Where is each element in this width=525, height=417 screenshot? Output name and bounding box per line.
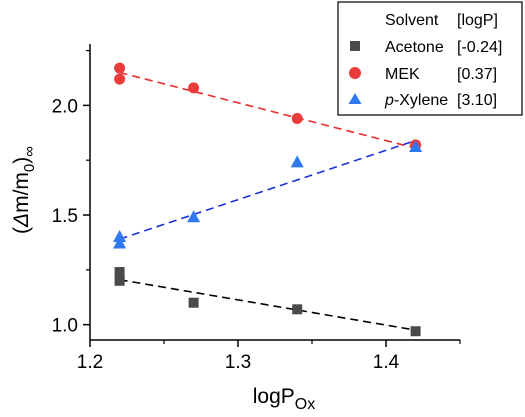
legend-logp-acetone: [-0.24] (457, 39, 502, 56)
legend-header-solvent: Solvent (385, 12, 439, 29)
data-point-triangle (187, 210, 201, 223)
data-point-circle (291, 113, 303, 125)
data-point-square (292, 304, 303, 315)
legend-marker-mek (349, 67, 361, 79)
data-point-square (114, 267, 125, 278)
x-tick-label: 1.2 (77, 352, 103, 373)
legend-box (337, 1, 523, 116)
legend-header-logp: [logP] (457, 12, 498, 29)
legend-logp-mek: [0.37] (457, 66, 497, 83)
legend-marker-acetone (350, 41, 360, 51)
legend-label-p-xylene: p-Xylene (384, 92, 448, 109)
y-tick-label: 1.5 (52, 206, 78, 227)
axis-ticks: 1.2 1.3 1.4 1.0 1.5 2.0 (52, 49, 461, 373)
x-tick-label: 1.3 (225, 352, 251, 373)
x-axis-label: logPOx (253, 385, 315, 413)
data-point-triangle (409, 140, 423, 153)
data-point-triangle (113, 236, 127, 249)
data-point-circle (114, 62, 126, 74)
fit-lines (119, 71, 416, 331)
legend-logp-p-xylene: [3.10] (457, 92, 497, 109)
y-tick-label: 1.0 (52, 316, 78, 337)
y-tick-label: 2.0 (52, 96, 78, 117)
data-point-triangle (290, 155, 304, 168)
y-axis-label: (Δm/m0)∞ (10, 146, 38, 234)
data-point-triangle (113, 229, 127, 242)
legend-marker-p-xylene (348, 93, 362, 104)
data-point-square (410, 326, 421, 337)
data-point-square (188, 297, 199, 308)
legend-label-acetone: Acetone (385, 39, 444, 56)
legend-label-mek: MEK (385, 66, 420, 83)
data-point-square (114, 275, 125, 286)
fit-line-1 (119, 71, 416, 149)
data-point-circle (114, 73, 126, 85)
data-point-circle (188, 82, 200, 94)
data-points (113, 62, 423, 337)
legend: Solvent [logP] Acetone [-0.24] MEK [0.37… (337, 1, 523, 116)
x-tick-label: 1.4 (373, 352, 400, 373)
fit-line-2 (119, 139, 416, 240)
fit-line-0 (119, 278, 416, 331)
